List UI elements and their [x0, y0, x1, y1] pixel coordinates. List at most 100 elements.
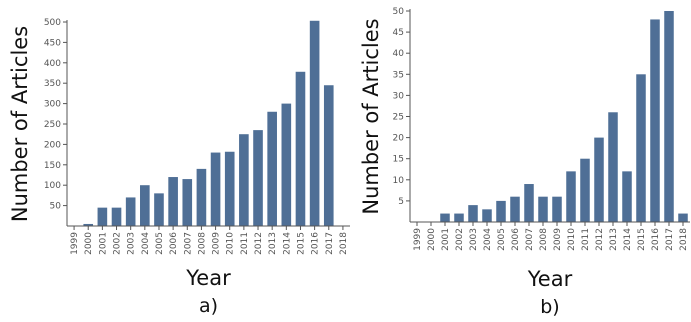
- x-tick-label: 2009: [553, 228, 563, 251]
- x-tick-label: 2013: [609, 228, 619, 251]
- x-tick-label: 2014: [623, 228, 633, 251]
- x-tick-label: 2015: [637, 228, 647, 251]
- bar-2013: [608, 112, 618, 222]
- bar-2011: [580, 158, 590, 222]
- y-tick-label: 400: [44, 59, 61, 69]
- x-tick-label: 2016: [651, 228, 661, 251]
- bar-2006: [510, 196, 520, 222]
- bar-2000: [83, 223, 94, 226]
- y-tick-label: 100: [44, 181, 61, 191]
- bar-2016: [650, 19, 660, 222]
- x-tick-label: 2004: [141, 232, 151, 255]
- bar-2008: [196, 168, 207, 226]
- x-tick-label: 2001: [98, 232, 108, 255]
- chart-panel-b: 5 10 15 20 25 30 35 40 45 50 1999 2000 2001 2002 2003 2…: [359, 7, 690, 318]
- y-tick-label: 150: [44, 161, 61, 171]
- bar-2015: [295, 71, 306, 226]
- y-tick-label: 450: [44, 38, 61, 48]
- x-tick-label: 2010: [226, 232, 236, 255]
- panel-label: a): [199, 295, 218, 317]
- y-tick-label: 300: [44, 100, 61, 110]
- x-tick-label: 2005: [155, 232, 165, 255]
- x-tick-label: 2011: [240, 232, 250, 255]
- bar-2001: [440, 213, 450, 222]
- x-tick-label: 1999: [70, 232, 80, 255]
- x-tick-label: 2002: [113, 232, 123, 255]
- x-tick-label: 2014: [282, 232, 292, 255]
- bar-2012: [594, 137, 604, 222]
- bar-2010: [566, 171, 576, 222]
- x-tick-label: 2003: [469, 228, 479, 251]
- y-tick-label: 20: [393, 134, 405, 144]
- x-tick-label: 1999: [413, 228, 423, 251]
- x-tick-label: 2003: [127, 232, 137, 255]
- y-tick-label: 50: [393, 7, 405, 17]
- x-tick-label: 2000: [84, 232, 94, 255]
- y-axis-title: Number of Articles: [8, 26, 32, 222]
- bar-2013: [267, 111, 277, 226]
- y-tick-label: 30: [393, 91, 405, 101]
- x-tick-label: 2012: [595, 228, 605, 251]
- y-tick-label: 40: [393, 49, 405, 59]
- x-tick-label: 2001: [441, 228, 451, 251]
- x-tick-label: 2016: [311, 232, 321, 255]
- y-tick-label: 500: [44, 18, 61, 28]
- panel-label: b): [540, 296, 559, 318]
- y-tick-label: 250: [44, 120, 61, 130]
- x-tick-label: 2002: [455, 228, 465, 251]
- x-tick-label: 2010: [567, 228, 577, 251]
- bar-2009: [210, 152, 221, 226]
- bar-2006: [168, 177, 178, 226]
- x-tick-label: 2015: [296, 232, 306, 255]
- x-tick-label: 2005: [497, 228, 507, 251]
- bar-2002: [454, 213, 464, 222]
- bar-2012: [253, 130, 263, 226]
- bar-2007: [182, 179, 193, 226]
- x-tick-label: 2012: [254, 232, 264, 255]
- x-tick-label: 2018: [339, 232, 349, 255]
- y-tick-label: 350: [44, 79, 61, 89]
- bar-2007: [524, 184, 534, 222]
- x-tick-label: 2008: [539, 228, 549, 251]
- x-tick-label: 2006: [511, 228, 521, 251]
- y-tick-label: 45: [393, 28, 404, 38]
- y-axis-title: Number of Articles: [359, 18, 383, 214]
- x-tick-label: 2000: [427, 228, 437, 251]
- chart-panel-a: 50 100 150 200 250 300 350 400 450 500 1999 2000 200…: [8, 18, 350, 317]
- y-tick-label: 50: [50, 202, 62, 212]
- x-tick-label: 2008: [197, 232, 207, 255]
- x-tick-label: 2017: [325, 232, 335, 255]
- bar-2014: [281, 103, 292, 226]
- bar-2004: [140, 185, 150, 226]
- bar-2016: [309, 20, 320, 227]
- y-tick-label: 35: [393, 70, 404, 80]
- x-tick-label: 2004: [483, 228, 493, 251]
- x-axis-title: Year: [527, 267, 573, 291]
- y-tick-label: 25: [393, 113, 404, 123]
- x-tick-label: 2017: [665, 228, 675, 251]
- y-tick-label: 15: [393, 155, 404, 165]
- y-tick-label: 5: [398, 197, 404, 207]
- bar-2005: [496, 200, 506, 222]
- bar-2008: [538, 196, 548, 222]
- bar-2005: [154, 193, 164, 226]
- y-tick-label: 10: [393, 176, 405, 186]
- bar-2017: [323, 85, 334, 227]
- bar-2001: [97, 207, 108, 226]
- bar-2017: [664, 11, 674, 222]
- bar-2009: [552, 196, 562, 222]
- y-tick-label: 200: [44, 140, 61, 150]
- bar-2003: [468, 205, 478, 222]
- x-tick-label: 2006: [169, 232, 179, 255]
- x-tick-label: 2007: [183, 232, 193, 255]
- x-tick-label: 2013: [268, 232, 278, 255]
- bar-2011: [239, 134, 249, 226]
- x-tick-label: 2009: [212, 232, 222, 255]
- bar-2004: [482, 209, 492, 222]
- bar-2002: [111, 207, 122, 226]
- bar-2018: [678, 213, 688, 222]
- x-tick-label: 2011: [581, 228, 591, 251]
- bar-2014: [622, 171, 632, 222]
- x-axis-title: Year: [185, 266, 231, 290]
- bar-2003: [125, 197, 136, 226]
